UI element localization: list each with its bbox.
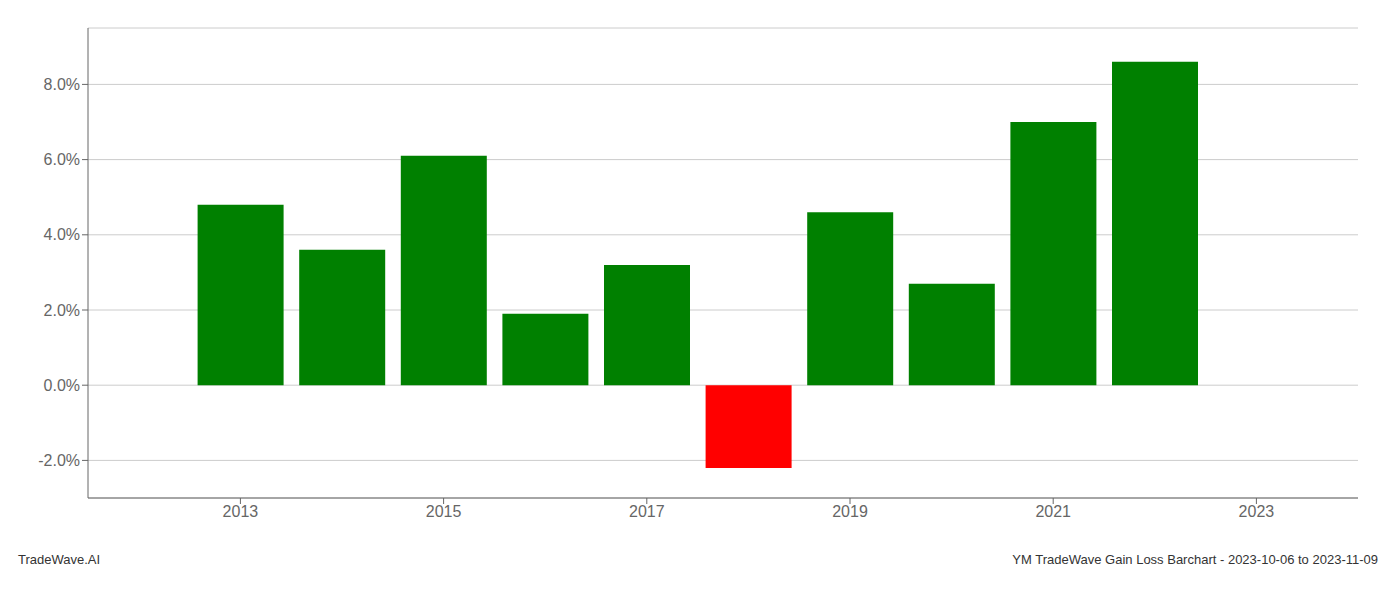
svg-text:2017: 2017	[629, 503, 665, 520]
html-text:YM TradeWave Gain Loss Barchar: YM TradeWave Gain Loss Barchart - 2023-1…	[1012, 552, 1378, 567]
html-text:TradeWave.AI: TradeWave.AI	[18, 552, 101, 567]
svg-text:2019: 2019	[832, 503, 868, 520]
svg-text:2015: 2015	[426, 503, 462, 520]
svg-text:2013: 2013	[223, 503, 259, 520]
svg-text:2021: 2021	[1035, 503, 1071, 520]
svg-text:2023: 2023	[1239, 503, 1275, 520]
svg-text:2.0%: 2.0%	[44, 302, 80, 319]
svg-text:4.0%: 4.0%	[44, 226, 80, 243]
svg-text:0.0%: 0.0%	[44, 377, 80, 394]
svg-text:6.0%: 6.0%	[44, 151, 80, 168]
svg-text:-2.0%: -2.0%	[38, 452, 80, 469]
svg-text:8.0%: 8.0%	[44, 76, 80, 93]
